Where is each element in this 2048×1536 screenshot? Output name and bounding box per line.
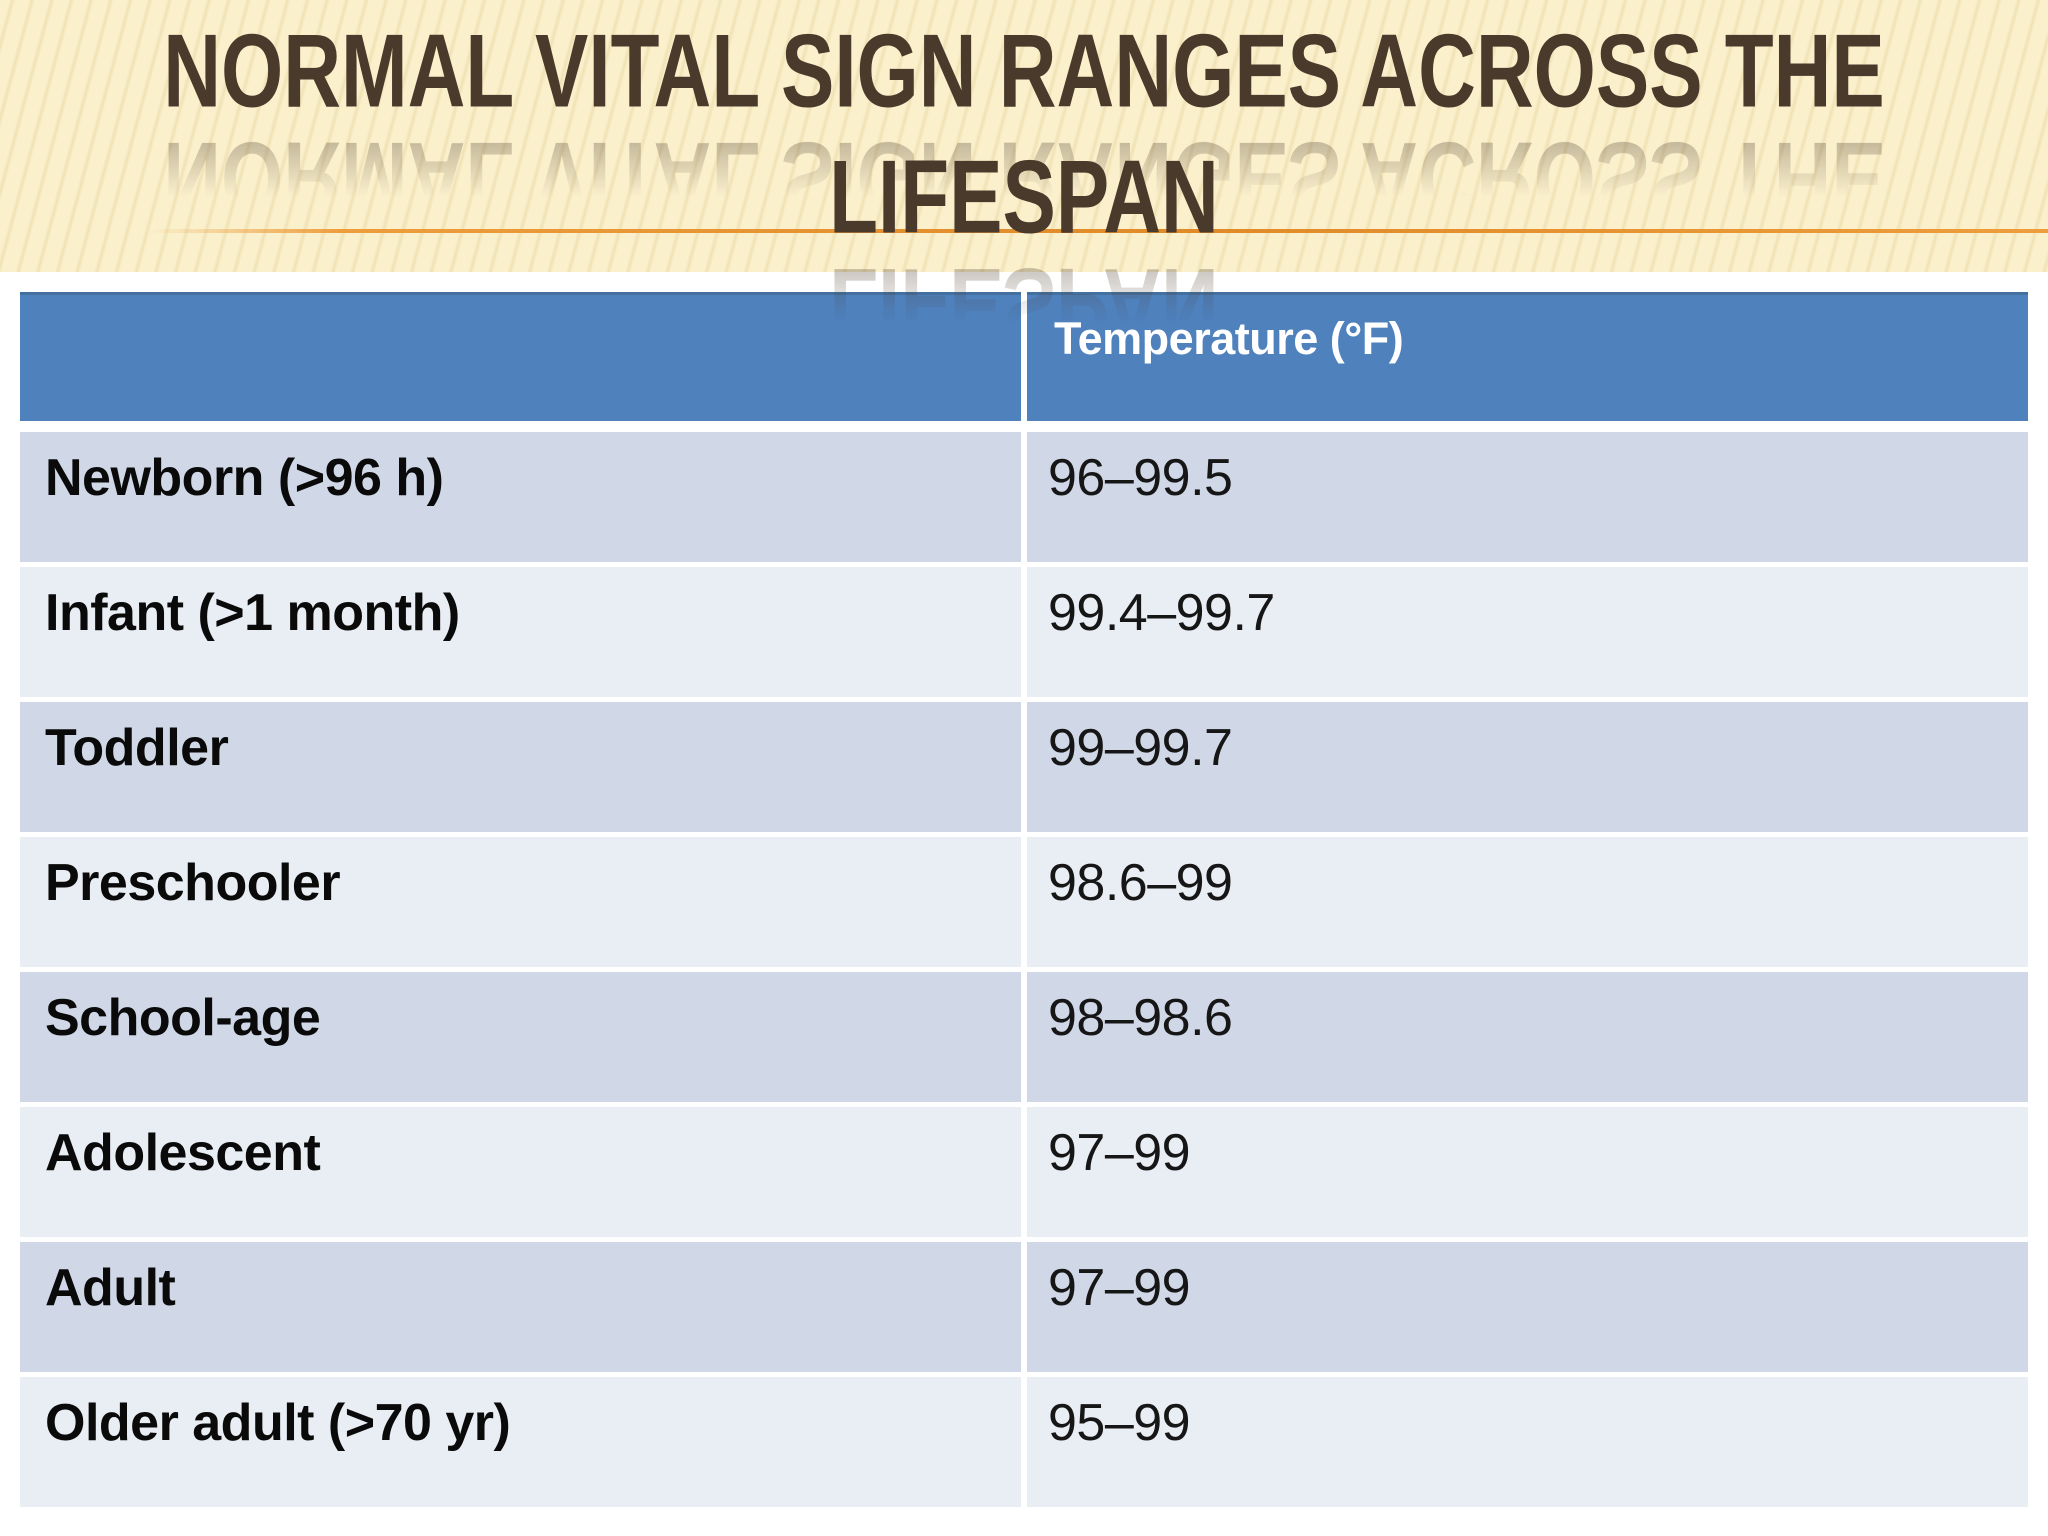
table-header: Temperature (°F) [20, 292, 2028, 421]
title-band-background [0, 0, 2048, 272]
row-value: 98.6–99 [1027, 837, 2028, 967]
row-value: 99.4–99.7 [1027, 567, 2028, 697]
slide-title: NORMAL VITAL SIGN RANGES ACROSS THE LIFE… [0, 9, 2048, 261]
row-label: Toddler [20, 702, 1021, 832]
row-label: School-age [20, 972, 1021, 1102]
table-row: Newborn (>96 h) 96–99.5 [20, 432, 2028, 562]
row-label: Preschooler [20, 837, 1021, 967]
header-cell-age-group [20, 292, 1021, 421]
row-label: Adult [20, 1242, 1021, 1372]
header-row: Temperature (°F) [20, 292, 2028, 421]
header-cell-temperature: Temperature (°F) [1027, 292, 2028, 421]
row-label: Older adult (>70 yr) [20, 1377, 1021, 1507]
table-row: Adolescent 97–99 [20, 1107, 2028, 1237]
row-label: Infant (>1 month) [20, 567, 1021, 697]
table-row: Older adult (>70 yr) 95–99 [20, 1377, 2028, 1507]
row-label: Newborn (>96 h) [20, 432, 1021, 562]
table-row: Infant (>1 month) 99.4–99.7 [20, 567, 2028, 697]
slide-title-line-2: LIFESPAN [829, 138, 1219, 255]
vital-signs-table: Temperature (°F) Newborn (>96 h) 96–99.5… [20, 292, 2028, 1507]
row-value: 97–99 [1027, 1242, 2028, 1372]
accent-underline [150, 229, 2048, 233]
row-value: 95–99 [1027, 1377, 2028, 1507]
table-row: Preschooler 98.6–99 [20, 837, 2028, 967]
slide-title-line-1: NORMAL VITAL SIGN RANGES ACROSS THE [163, 12, 1885, 129]
row-value: 97–99 [1027, 1107, 2028, 1237]
row-value: 98–98.6 [1027, 972, 2028, 1102]
row-value: 96–99.5 [1027, 432, 2028, 562]
row-value: 99–99.7 [1027, 702, 2028, 832]
table-row: Adult 97–99 [20, 1242, 2028, 1372]
row-label: Adolescent [20, 1107, 1021, 1237]
table-row: School-age 98–98.6 [20, 972, 2028, 1102]
table-row: Toddler 99–99.7 [20, 702, 2028, 832]
table-body: Newborn (>96 h) 96–99.5 Infant (>1 month… [20, 432, 2028, 1507]
